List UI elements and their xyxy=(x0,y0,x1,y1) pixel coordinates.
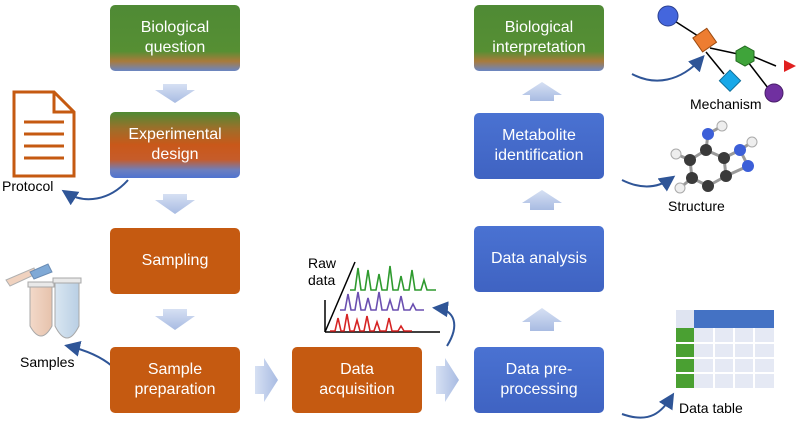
step-biological-question: Biological question xyxy=(110,5,240,71)
arrow-right-2 xyxy=(436,358,459,402)
step-label: Biological interpretation xyxy=(492,19,586,56)
step-label: Data analysis xyxy=(490,250,588,267)
label-raw-data: Raw data xyxy=(308,255,337,288)
label-structure: Structure xyxy=(668,198,725,214)
step-label: Biological question xyxy=(140,19,210,56)
document-icon xyxy=(12,90,76,178)
step-label: Data acquisition xyxy=(319,361,395,398)
step-data-analysis: Data analysis xyxy=(474,226,604,292)
step-label: Data pre- processing xyxy=(500,361,578,398)
step-experimental-design: Experimental design xyxy=(110,112,240,178)
step-label: Experimental design xyxy=(128,126,222,163)
connector-structure xyxy=(621,175,676,192)
step-data-acquisition: Data acquisition xyxy=(292,347,422,413)
arrow-up-3 xyxy=(522,82,562,101)
label-mechanism: Mechanism xyxy=(690,96,762,112)
arrow-up-1 xyxy=(522,308,562,331)
label-samples: Samples xyxy=(20,354,75,370)
molecule-icon xyxy=(670,120,758,194)
step-sample-preparation: Sample preparation xyxy=(110,347,240,413)
label-data-table: Data table xyxy=(679,400,743,416)
connector-protocol xyxy=(61,179,129,206)
table-icon xyxy=(676,310,774,388)
connector-raw-data xyxy=(432,301,456,347)
sample-tubes-icon xyxy=(5,263,82,339)
label-protocol: Protocol xyxy=(2,178,54,194)
step-label: Sample preparation xyxy=(134,361,216,398)
arrow-down-2 xyxy=(155,194,195,214)
connector-samples xyxy=(64,340,113,367)
arrow-right-1 xyxy=(255,358,278,402)
arrow-down-3 xyxy=(155,309,195,330)
step-sampling: Sampling xyxy=(110,228,240,294)
arrow-up-2 xyxy=(522,190,562,210)
step-biological-interpretation: Biological interpretation xyxy=(474,5,604,71)
network-icon xyxy=(657,5,796,103)
step-data-preprocessing: Data pre- processing xyxy=(474,347,604,413)
step-label: Sampling xyxy=(141,252,209,269)
step-metabolite-identification: Metabolite identification xyxy=(474,113,604,179)
connector-mechanism xyxy=(631,55,705,82)
connector-data-table xyxy=(621,392,675,419)
spectra-icon xyxy=(324,261,440,333)
arrow-down-1 xyxy=(155,84,195,103)
step-label: Metabolite identification xyxy=(494,127,584,164)
